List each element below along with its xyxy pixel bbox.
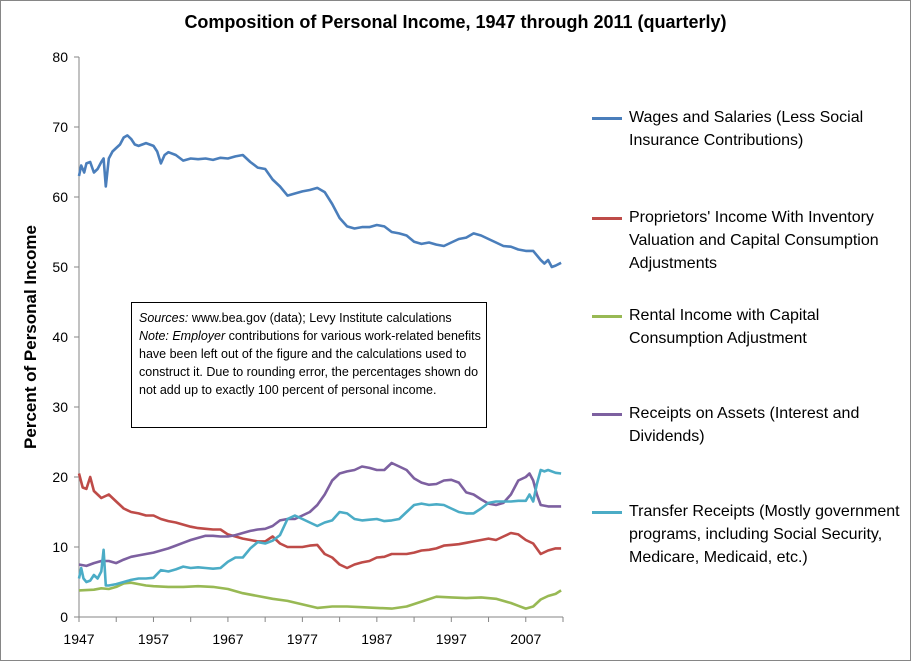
legend-swatch-transfer-receipts bbox=[592, 511, 622, 514]
note-label: Note: Employer bbox=[139, 329, 226, 343]
series-rental-line bbox=[78, 581, 562, 610]
legend-item-transfer-receipts: Transfer Receipts (Mostly government pro… bbox=[592, 500, 905, 569]
series-proprietors-line bbox=[77, 473, 562, 570]
legend-item-proprietors: Proprietors' Income With Inventory Valua… bbox=[592, 206, 905, 275]
x-tick-label: 1977 bbox=[287, 631, 318, 647]
series-receipts-on-assets-line bbox=[78, 461, 562, 568]
x-tick-label: 1967 bbox=[212, 631, 243, 647]
y-tick-label: 60 bbox=[52, 189, 68, 205]
legend-swatch-receipts-on-assets bbox=[592, 413, 622, 416]
x-tick-label: 1987 bbox=[361, 631, 392, 647]
x-tick-label: 1947 bbox=[63, 631, 94, 647]
series-layer bbox=[77, 134, 562, 610]
legend-swatch-proprietors bbox=[592, 217, 622, 220]
sources-label: Sources: bbox=[139, 311, 189, 325]
y-tick-label: 0 bbox=[60, 609, 68, 625]
legend-label-proprietors: Proprietors' Income With Inventory Valua… bbox=[629, 209, 879, 272]
x-tick-label: 2007 bbox=[510, 631, 541, 647]
chart-title: Composition of Personal Income, 1947 thr… bbox=[184, 12, 727, 32]
legend-swatch-rental bbox=[592, 315, 622, 318]
sources-note-box: Sources: www.bea.gov (data); Levy Instit… bbox=[131, 302, 487, 428]
y-tick-label: 20 bbox=[52, 469, 68, 485]
legend-swatch-wages bbox=[592, 117, 622, 120]
y-tick-label: 10 bbox=[52, 539, 68, 555]
legend-item-receipts-on-assets: Receipts on Assets (Interest and Dividen… bbox=[592, 402, 905, 448]
legend-label-transfer-receipts: Transfer Receipts (Mostly government pro… bbox=[629, 503, 900, 566]
series-wages-line bbox=[77, 134, 562, 269]
legend-item-wages: Wages and Salaries (Less Social Insuranc… bbox=[592, 106, 905, 152]
y-tick-label: 50 bbox=[52, 259, 68, 275]
y-tick-label: 40 bbox=[52, 329, 68, 345]
sources-text: www.bea.gov (data); Levy Institute calcu… bbox=[188, 311, 452, 325]
note-text: contributions for various work-related b… bbox=[139, 329, 481, 397]
y-tick-label: 70 bbox=[52, 119, 68, 135]
y-tick-label: 80 bbox=[52, 49, 68, 65]
legend-label-rental: Rental Income with Capital Consumption A… bbox=[629, 307, 820, 347]
legend-label-receipts-on-assets: Receipts on Assets (Interest and Dividen… bbox=[629, 405, 860, 445]
axes: 0 10 20 30 40 50 60 70 80 1947 1957 1967 1977 1987 199… bbox=[52, 49, 564, 647]
x-tick-label: 1997 bbox=[436, 631, 467, 647]
y-tick-label: 30 bbox=[52, 399, 68, 415]
series-transfer-receipts-line bbox=[77, 468, 562, 587]
legend-item-rental: Rental Income with Capital Consumption A… bbox=[592, 304, 905, 350]
legend-label-wages: Wages and Salaries (Less Social Insuranc… bbox=[629, 109, 864, 149]
x-tick-label: 1957 bbox=[138, 631, 169, 647]
